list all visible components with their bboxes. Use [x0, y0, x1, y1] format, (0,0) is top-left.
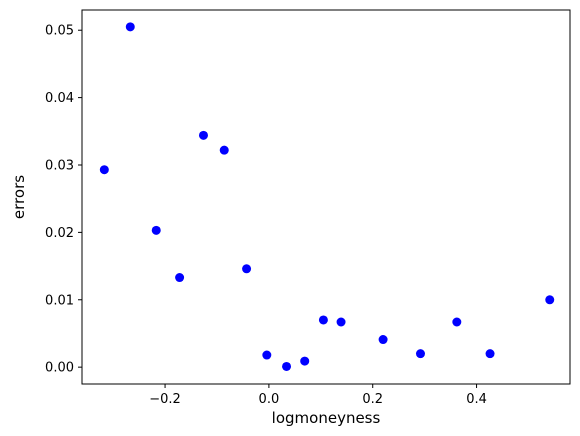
data-point	[242, 264, 252, 274]
plot-area	[81, 9, 571, 385]
data-point	[282, 361, 292, 371]
axis-ticks: −0.2 0.0 0.2 0.4 0.00 0.01 0.02 0.03 0.04 0.05	[45, 24, 487, 407]
data-points	[99, 22, 555, 371]
y-tick-label: 0.00	[45, 361, 74, 376]
y-tick-label: 0.05	[45, 24, 74, 39]
data-point	[415, 349, 425, 359]
data-point	[219, 145, 229, 155]
data-point	[175, 273, 185, 283]
x-tick-label: −0.2	[149, 392, 181, 407]
y-axis-title: errors	[10, 175, 28, 219]
y-tick-label: 0.01	[45, 293, 74, 308]
x-axis-title: logmoneyness	[272, 409, 381, 427]
x-tick-label: 0.4	[466, 392, 487, 407]
y-tick-label: 0.04	[45, 91, 74, 106]
data-point	[545, 295, 555, 305]
x-tick-label: 0.2	[362, 392, 383, 407]
data-point	[99, 165, 109, 175]
data-point	[378, 335, 388, 345]
data-point	[151, 225, 161, 235]
data-point	[300, 356, 310, 366]
data-point	[485, 349, 495, 359]
data-point	[198, 130, 208, 140]
data-point	[318, 315, 328, 325]
x-tick-label: 0.0	[259, 392, 280, 407]
data-point	[125, 22, 135, 32]
y-tick-label: 0.02	[45, 226, 74, 241]
data-point	[336, 317, 346, 327]
data-point	[452, 317, 462, 327]
data-point	[262, 350, 272, 360]
y-tick-label: 0.03	[45, 158, 74, 173]
